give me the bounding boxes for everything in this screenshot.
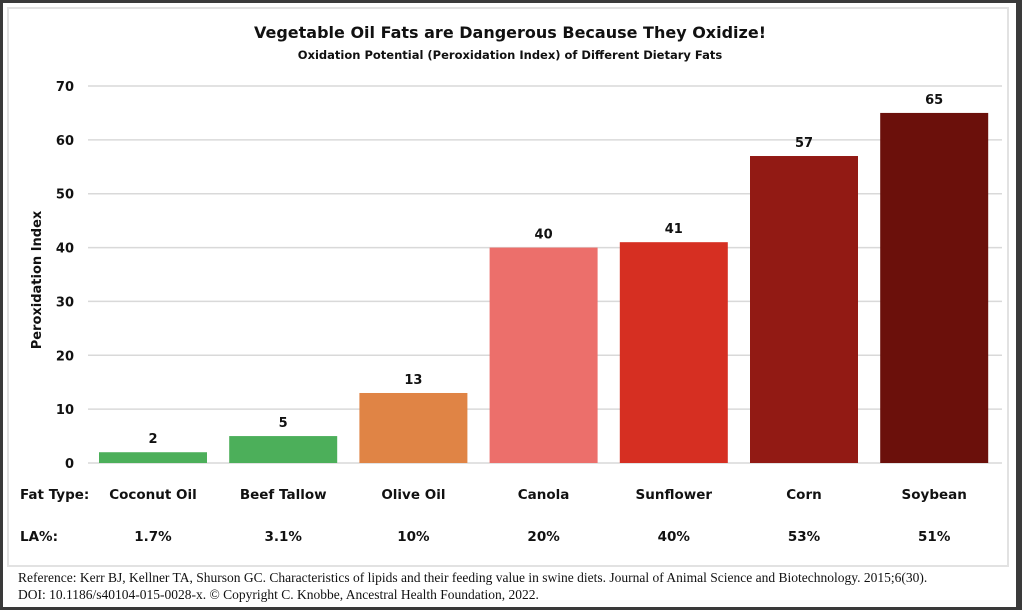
la-percent-value: 53%: [788, 529, 821, 545]
data-label: 13: [404, 373, 422, 388]
bar-beef-tallow: [229, 436, 338, 463]
y-axis-label: Peroxidation Index: [30, 210, 45, 349]
la-percent-values: 1.7% 3.1% 10% 20% 40% 53% 51%: [134, 529, 951, 545]
category-label: Soybean: [902, 487, 967, 503]
category-label: Corn: [786, 487, 821, 503]
category-label: Coconut Oil: [109, 487, 197, 503]
la-percent-value: 51%: [918, 529, 951, 545]
bar-sunflower: [619, 242, 728, 463]
bar-chart: Vegetable Oil Fats are Dangerous Because…: [20, 23, 1002, 545]
y-tick-label: 10: [56, 403, 74, 418]
la-percent-value: 10%: [397, 529, 430, 545]
reference-citation: Reference: Kerr BJ, Kellner TA, Shurson …: [18, 569, 1008, 603]
y-tick-label: 40: [56, 242, 74, 257]
la-percent-value: 1.7%: [134, 529, 172, 545]
la-percent-row-label: LA%:: [20, 529, 58, 545]
bar-olive-oil: [359, 392, 468, 463]
la-percent-value: 40%: [658, 529, 691, 545]
y-tick-label: 0: [65, 457, 74, 472]
y-axis-ticks: 0 10 20 30 40 50 60 70: [56, 80, 74, 472]
category-label: Beef Tallow: [240, 487, 327, 503]
data-label: 5: [279, 416, 288, 431]
category-label: Canola: [518, 487, 570, 503]
bar-soybean: [880, 112, 989, 463]
category-label: Sunflower: [636, 487, 713, 503]
y-tick-label: 30: [56, 295, 74, 310]
la-percent-value: 20%: [527, 529, 560, 545]
data-label: 65: [925, 93, 943, 108]
y-tick-label: 50: [56, 188, 74, 203]
data-label: 2: [148, 432, 157, 447]
bar-corn: [750, 156, 858, 463]
data-labels: 2 5 13 40 41 57 65: [148, 93, 943, 447]
data-label: 57: [795, 136, 813, 151]
la-percent-value: 3.1%: [264, 529, 302, 545]
y-tick-label: 70: [56, 80, 74, 95]
data-label: 41: [665, 222, 683, 237]
bar-canola: [489, 247, 598, 463]
data-label: 40: [535, 228, 553, 243]
bars: [99, 112, 989, 463]
category-label: Olive Oil: [381, 487, 445, 503]
y-tick-label: 20: [56, 349, 74, 364]
chart-subtitle: Oxidation Potential (Peroxidation Index)…: [298, 48, 723, 62]
category-labels: Coconut Oil Beef Tallow Olive Oil Canola Sun…: [109, 487, 967, 503]
reference-line-2: DOI: 10.1186/s40104-015-0028-x. © Copyri…: [18, 587, 539, 602]
reference-line-1: Reference: Kerr BJ, Kellner TA, Shurson …: [18, 570, 928, 585]
y-tick-label: 60: [56, 134, 74, 149]
bar-coconut-oil: [99, 452, 207, 463]
x-axis-label: Fat Type:: [20, 487, 89, 503]
chart-title: Vegetable Oil Fats are Dangerous Because…: [254, 23, 766, 42]
